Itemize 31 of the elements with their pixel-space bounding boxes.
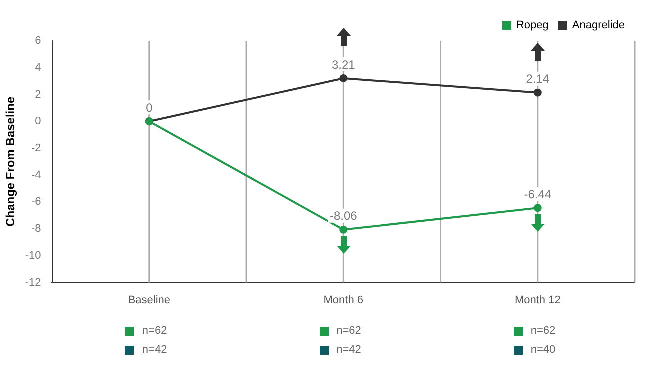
- text: n=42: [142, 344, 168, 356]
- data-label: 3.21: [332, 58, 356, 72]
- data-label: 0: [146, 100, 154, 115]
- y-tick-label: -4: [32, 169, 42, 182]
- data-label: -8.06: [330, 209, 358, 224]
- text: n=62: [142, 325, 168, 337]
- point: [534, 204, 542, 212]
- point: [340, 74, 348, 82]
- point: [340, 226, 348, 234]
- y-tick-label: -12: [25, 276, 42, 289]
- data-label: -6.44: [524, 187, 552, 202]
- y-tick-label: -8: [32, 223, 42, 236]
- y-tick-label: 6: [35, 35, 42, 48]
- y-tick-label: -6: [32, 196, 42, 208]
- y-tick-label: 4: [35, 62, 42, 74]
- legend-label: Anagrelide: [572, 20, 625, 32]
- text: n=62: [530, 325, 556, 337]
- y-tick-label: -10: [25, 250, 42, 262]
- text: n=40: [530, 344, 556, 356]
- y-tick-label: 0: [35, 116, 42, 128]
- x-tick-label: Baseline: [128, 294, 171, 306]
- point: [534, 88, 542, 97]
- data-label: 2.14: [526, 72, 550, 86]
- y-tick-label: -2: [32, 142, 42, 154]
- text: n=62: [336, 325, 362, 337]
- x-tick-label: Month 12: [514, 294, 561, 306]
- x-tick-label: Month 6: [324, 294, 364, 306]
- y-tick-label: 2: [35, 88, 42, 101]
- legend-label: Ropeg: [516, 20, 549, 32]
- y-axis-title: Change From Baseline: [4, 96, 18, 227]
- text: n=42: [336, 344, 362, 356]
